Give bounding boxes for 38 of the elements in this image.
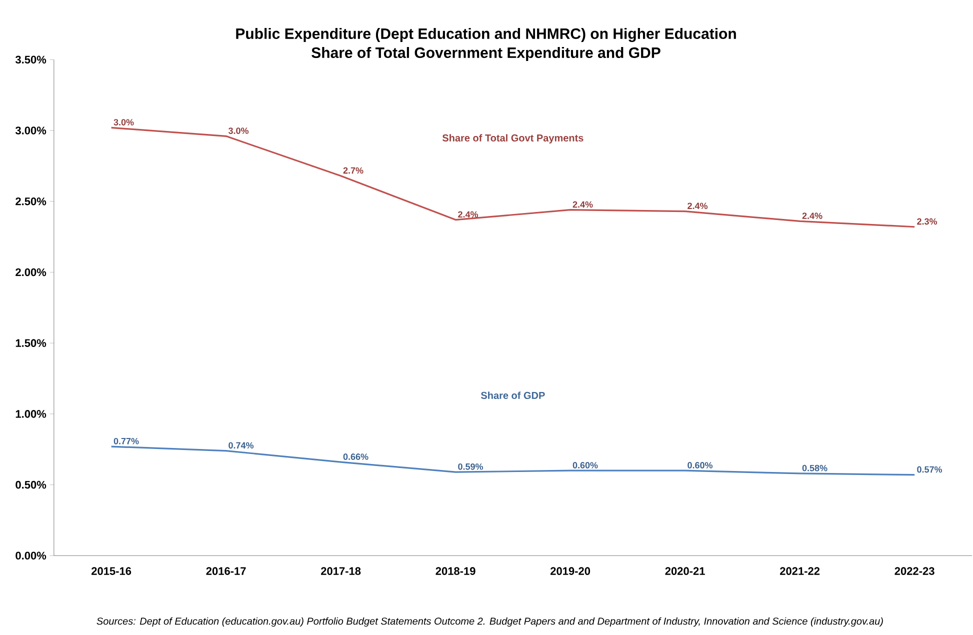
data-label: 2.3% [917,218,938,225]
data-label: 3.0% [228,128,249,134]
x-tick-label: 2021-22 [780,567,820,575]
x-tick-label: 2017-18 [321,567,361,575]
data-label: 3.0% [114,119,134,126]
x-tick-label: 2022-23 [894,567,934,575]
y-tick-label: 0.50% [16,480,46,489]
x-tick-label: 2016-17 [206,567,246,575]
data-label: 0.66% [343,454,368,460]
y-tick-label: 1.50% [16,339,46,347]
text: Share of GDP [480,392,545,399]
x-tick-label: 2020-21 [665,567,705,575]
y-tick-label: 1.00% [16,410,46,418]
x-tick-label: 2018-19 [436,567,476,575]
data-label: 0.59% [458,463,484,470]
line-series [110,126,916,228]
data-label: 2.7% [343,167,364,174]
x-tick-label: 2019-20 [550,567,590,575]
x-tick-label: 2015-16 [92,567,132,575]
y-tick-label: 2.00% [16,268,46,276]
y-tick-label: 3.00% [15,126,46,134]
source-note: Sources: Dept of Education (education.gov.au) Portfolio Budget Statements Outcome 2. Budget Papers and and Department of Industry, Innovation and Science (industry.gov.au) [96,617,883,627]
data-label: 0.74% [228,442,254,449]
data-label: 2.4% [458,211,478,218]
chart-title: Public Expenditure (Dept Education and NHMRC) on Higher Education [236,28,736,42]
data-label: 2.4% [688,202,708,210]
data-label: 0.77% [114,438,139,444]
chart-subtitle: Share of Total Government Expenditure and GDP [312,47,660,61]
text: Share of Total Govt Payments [442,134,584,144]
data-label: 0.60% [688,462,713,468]
data-label: 2.4% [802,212,822,219]
y-tick-label: 2.50% [16,197,46,206]
data-label: 2.4% [572,201,593,208]
data-label: 0.60% [572,462,598,468]
y-tick-label: 0.00% [16,552,46,560]
y-tick-label: 3.50% [15,56,46,64]
data-label: 0.57% [917,466,942,473]
data-label: 0.58% [802,464,828,472]
